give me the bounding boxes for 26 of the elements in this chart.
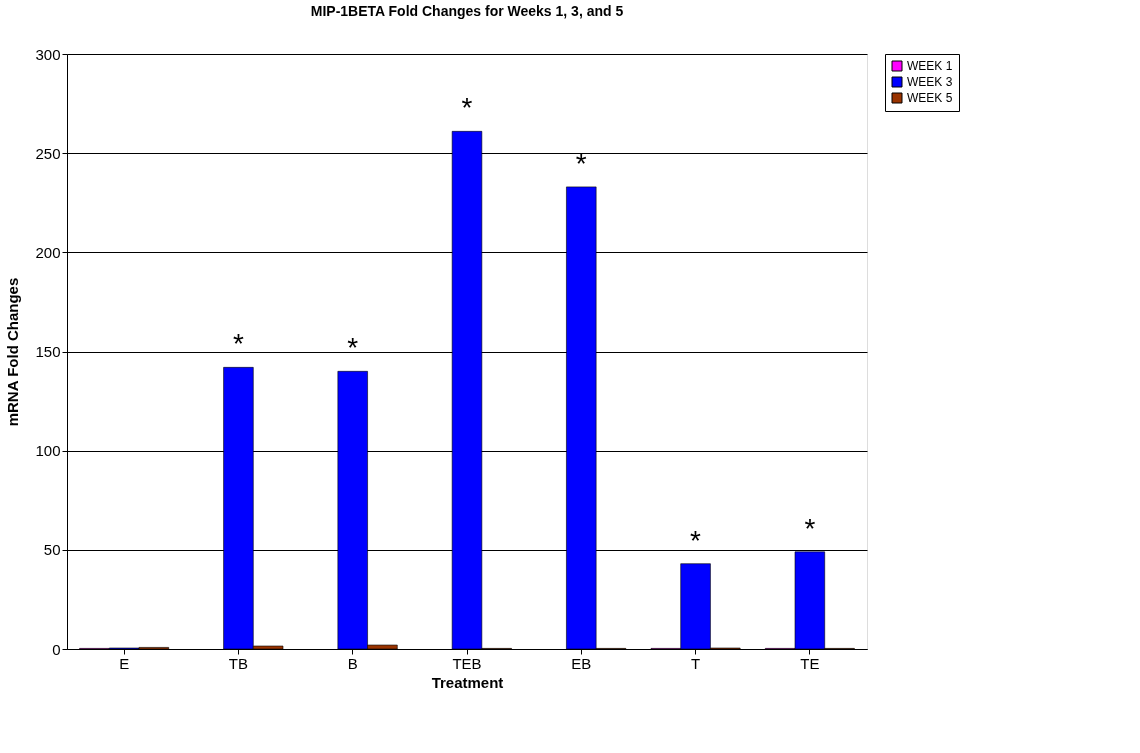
y-tick-label: 100	[35, 442, 61, 460]
annotation: *	[575, 147, 587, 179]
annotation: *	[690, 524, 702, 556]
x-axis-title: Treatment	[431, 673, 504, 691]
chart-title: MIP-1BETA Fold Changes for Weeks 1, 3, and 5	[310, 3, 624, 19]
legend-label: WEEK 5	[907, 91, 953, 105]
annotation: *	[461, 92, 473, 124]
y-tick-label: 250	[35, 144, 61, 162]
x-tick-label: TE	[800, 654, 820, 672]
x-tick-label: E	[119, 654, 130, 672]
x-tick-label: EB	[571, 654, 592, 672]
annotation: *	[347, 332, 359, 364]
legend-label: WEEK 3	[907, 75, 953, 89]
x-tick-label: T	[690, 654, 701, 672]
x-tick-label: TEB	[452, 654, 482, 672]
y-tick-label: 0	[52, 640, 61, 658]
annotation: *	[804, 512, 816, 544]
y-tick-label: 50	[43, 541, 61, 559]
y-axis-title: mRNA Fold Changes	[4, 277, 22, 427]
legend-label: WEEK 1	[907, 59, 953, 73]
x-tick-label: TB	[228, 654, 249, 672]
y-tick-label: 150	[35, 343, 61, 360]
y-tick-label: 300	[35, 45, 61, 63]
annotation: *	[232, 328, 244, 360]
y-tick-label: 200	[35, 243, 61, 261]
x-tick-label: B	[347, 654, 358, 672]
